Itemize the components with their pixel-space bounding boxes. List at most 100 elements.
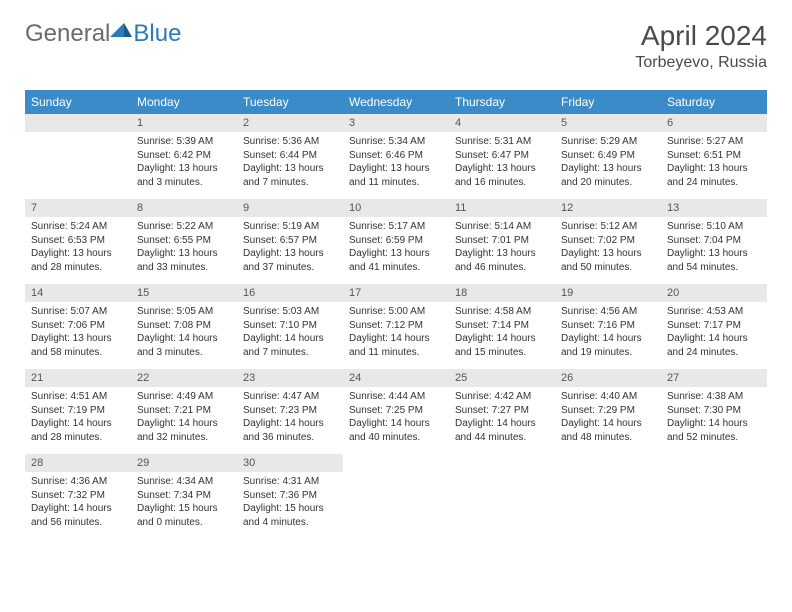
daylight-text: Daylight: 13 hours <box>349 247 443 261</box>
sunset-text: Sunset: 7:10 PM <box>243 319 337 333</box>
day-data-cell: Sunrise: 4:42 AMSunset: 7:27 PMDaylight:… <box>449 387 555 454</box>
day-data-cell <box>25 132 131 199</box>
daylight-text: Daylight: 14 hours <box>349 332 443 346</box>
day-data-row: Sunrise: 4:36 AMSunset: 7:32 PMDaylight:… <box>25 472 767 539</box>
day-number-cell: 4 <box>449 114 555 132</box>
sunset-text: Sunset: 6:59 PM <box>349 234 443 248</box>
day-number-cell <box>449 454 555 472</box>
day-number-cell: 30 <box>237 454 343 472</box>
daylight-text: and 28 minutes. <box>31 431 125 445</box>
daylight-text: Daylight: 14 hours <box>455 332 549 346</box>
sunrise-text: Sunrise: 5:05 AM <box>137 305 231 319</box>
day-data-cell: Sunrise: 5:05 AMSunset: 7:08 PMDaylight:… <box>131 302 237 369</box>
sunrise-text: Sunrise: 5:39 AM <box>137 135 231 149</box>
day-data-cell: Sunrise: 5:36 AMSunset: 6:44 PMDaylight:… <box>237 132 343 199</box>
sunset-text: Sunset: 7:17 PM <box>667 319 761 333</box>
day-number-cell: 3 <box>343 114 449 132</box>
daylight-text: and 44 minutes. <box>455 431 549 445</box>
daylight-text: Daylight: 14 hours <box>243 332 337 346</box>
sunset-text: Sunset: 7:27 PM <box>455 404 549 418</box>
sunset-text: Sunset: 7:01 PM <box>455 234 549 248</box>
daylight-text: Daylight: 14 hours <box>349 417 443 431</box>
calendar-table: Sunday Monday Tuesday Wednesday Thursday… <box>25 90 767 539</box>
day-data-cell: Sunrise: 4:34 AMSunset: 7:34 PMDaylight:… <box>131 472 237 539</box>
sunrise-text: Sunrise: 4:36 AM <box>31 475 125 489</box>
header: General Blue April 2024 Torbeyevo, Russi… <box>25 20 767 72</box>
day-number-cell: 1 <box>131 114 237 132</box>
daylight-text: Daylight: 13 hours <box>137 247 231 261</box>
daylight-text: Daylight: 14 hours <box>561 332 655 346</box>
day-number-row: 14151617181920 <box>25 284 767 302</box>
daylight-text: Daylight: 13 hours <box>667 162 761 176</box>
daylight-text: Daylight: 13 hours <box>455 162 549 176</box>
day-number-cell: 7 <box>25 199 131 217</box>
daylight-text: Daylight: 13 hours <box>243 247 337 261</box>
sunset-text: Sunset: 6:44 PM <box>243 149 337 163</box>
sunrise-text: Sunrise: 4:40 AM <box>561 390 655 404</box>
weekday-header: Sunday <box>25 90 131 114</box>
sunrise-text: Sunrise: 5:34 AM <box>349 135 443 149</box>
daylight-text: and 56 minutes. <box>31 516 125 530</box>
sunset-text: Sunset: 7:08 PM <box>137 319 231 333</box>
sunset-text: Sunset: 7:04 PM <box>667 234 761 248</box>
sunrise-text: Sunrise: 4:38 AM <box>667 390 761 404</box>
daylight-text: and 58 minutes. <box>31 346 125 360</box>
sunrise-text: Sunrise: 4:53 AM <box>667 305 761 319</box>
sunrise-text: Sunrise: 4:49 AM <box>137 390 231 404</box>
day-number-cell: 29 <box>131 454 237 472</box>
sunset-text: Sunset: 7:12 PM <box>349 319 443 333</box>
sunrise-text: Sunrise: 5:36 AM <box>243 135 337 149</box>
day-data-cell: Sunrise: 5:34 AMSunset: 6:46 PMDaylight:… <box>343 132 449 199</box>
day-data-cell: Sunrise: 4:36 AMSunset: 7:32 PMDaylight:… <box>25 472 131 539</box>
sunset-text: Sunset: 7:30 PM <box>667 404 761 418</box>
day-data-cell: Sunrise: 4:51 AMSunset: 7:19 PMDaylight:… <box>25 387 131 454</box>
daylight-text: and 7 minutes. <box>243 176 337 190</box>
day-number-cell: 21 <box>25 369 131 387</box>
daylight-text: Daylight: 13 hours <box>561 162 655 176</box>
daylight-text: and 19 minutes. <box>561 346 655 360</box>
day-data-cell: Sunrise: 5:39 AMSunset: 6:42 PMDaylight:… <box>131 132 237 199</box>
daylight-text: and 16 minutes. <box>455 176 549 190</box>
sunset-text: Sunset: 7:25 PM <box>349 404 443 418</box>
day-data-cell: Sunrise: 4:58 AMSunset: 7:14 PMDaylight:… <box>449 302 555 369</box>
daylight-text: Daylight: 13 hours <box>243 162 337 176</box>
day-data-cell <box>661 472 767 539</box>
weekday-header: Thursday <box>449 90 555 114</box>
logo-text-1: General <box>25 20 110 47</box>
day-number-cell: 5 <box>555 114 661 132</box>
daylight-text: and 11 minutes. <box>349 176 443 190</box>
day-data-cell <box>555 472 661 539</box>
day-number-cell: 16 <box>237 284 343 302</box>
daylight-text: Daylight: 14 hours <box>243 417 337 431</box>
day-number-row: 21222324252627 <box>25 369 767 387</box>
day-data-cell: Sunrise: 5:19 AMSunset: 6:57 PMDaylight:… <box>237 217 343 284</box>
day-number-cell: 19 <box>555 284 661 302</box>
weekday-header: Monday <box>131 90 237 114</box>
daylight-text: and 0 minutes. <box>137 516 231 530</box>
weekday-header: Wednesday <box>343 90 449 114</box>
daylight-text: and 24 minutes. <box>667 176 761 190</box>
day-data-cell <box>449 472 555 539</box>
day-data-cell: Sunrise: 4:56 AMSunset: 7:16 PMDaylight:… <box>555 302 661 369</box>
daylight-text: and 3 minutes. <box>137 176 231 190</box>
day-data-cell: Sunrise: 5:07 AMSunset: 7:06 PMDaylight:… <box>25 302 131 369</box>
day-number-row: 282930 <box>25 454 767 472</box>
sunrise-text: Sunrise: 5:27 AM <box>667 135 761 149</box>
daylight-text: Daylight: 14 hours <box>137 417 231 431</box>
daylight-text: Daylight: 14 hours <box>137 332 231 346</box>
day-number-cell: 13 <box>661 199 767 217</box>
sunrise-text: Sunrise: 4:34 AM <box>137 475 231 489</box>
day-data-cell: Sunrise: 5:00 AMSunset: 7:12 PMDaylight:… <box>343 302 449 369</box>
day-number-cell: 22 <box>131 369 237 387</box>
day-number-cell: 10 <box>343 199 449 217</box>
logo-text-2: Blue <box>133 20 181 48</box>
day-data-cell: Sunrise: 4:49 AMSunset: 7:21 PMDaylight:… <box>131 387 237 454</box>
day-number-cell: 8 <box>131 199 237 217</box>
sunset-text: Sunset: 7:14 PM <box>455 319 549 333</box>
sunset-text: Sunset: 7:23 PM <box>243 404 337 418</box>
weekday-header: Saturday <box>661 90 767 114</box>
day-data-row: Sunrise: 5:07 AMSunset: 7:06 PMDaylight:… <box>25 302 767 369</box>
day-data-row: Sunrise: 5:24 AMSunset: 6:53 PMDaylight:… <box>25 217 767 284</box>
day-number-cell: 14 <box>25 284 131 302</box>
daylight-text: and 4 minutes. <box>243 516 337 530</box>
